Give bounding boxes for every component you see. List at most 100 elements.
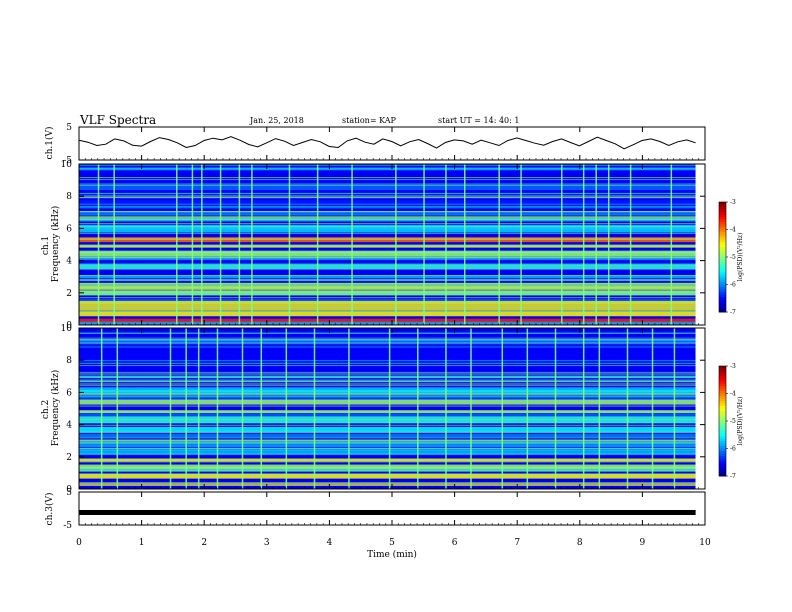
impulse-line [673,328,676,489]
spectral-row [79,219,696,221]
spectral-row [79,197,696,199]
ch2-spec-ylabel: ch.2 Frequency (kHz) [41,370,61,447]
ch1-trace [78,136,696,150]
impulse-line [670,164,673,325]
spectral-row [79,377,696,379]
spectrogram-blank [695,328,705,489]
colorbar-step [719,264,726,268]
frequency-band [79,282,696,290]
spectral-row [79,422,696,424]
spectral-row [79,439,696,441]
y-tick-label: 2 [66,453,72,463]
colorbar-step [719,461,726,464]
y-tick-label: 4 [66,421,72,431]
impulse-line [651,328,654,489]
impulse-line [260,328,263,489]
ch1-spec-ylabel-line2: Frequency (kHz) [50,206,61,283]
colorbar-step [719,373,726,377]
spectral-row [79,412,696,414]
spectral-row [79,380,696,382]
spectral-row [79,275,696,277]
colorbar-step [719,244,726,248]
colorbar-step [719,453,726,457]
spectral-row [79,279,696,281]
x-tick-label: 4 [327,538,333,548]
colorbar-step [719,388,726,392]
colorbar-step [719,383,726,387]
impulse-line [201,164,203,325]
impulse-line [423,164,425,325]
colorbar-step [719,428,726,432]
colorbar-step [719,217,726,220]
impulse-line [216,328,219,489]
colorbar-tick-label: -3 [730,199,736,206]
colorbar-step [719,209,726,213]
spectral-row [79,164,696,166]
frequency-band [79,250,696,258]
x-tick-label: 2 [201,538,207,548]
spectral-row [79,280,696,282]
impulse-line [176,164,178,325]
spectral-row [79,393,696,395]
x-tick-label: 3 [264,538,270,548]
spectral-row [79,257,696,259]
x-tick-label: 8 [577,538,583,548]
frequency-band [79,449,696,455]
colorbar-step [719,234,726,238]
colorbar-step [719,438,726,442]
x-axis-label: Time (min) [367,549,417,560]
spectral-row [79,203,696,205]
colorbar-step [719,431,726,434]
impulse-line [561,164,563,325]
colorbar-step [719,277,726,280]
frequency-band [79,183,696,191]
impulse-line [445,164,447,325]
spectral-row [79,332,696,334]
frequency-band [79,434,696,438]
spectral-row [79,216,696,218]
colorbar-step [719,229,726,233]
colorbar-step [719,294,726,298]
spectral-row [79,284,696,286]
spectral-row [79,379,696,381]
spectral-row [79,441,696,443]
spectral-row [79,292,696,294]
colorbar-step [719,289,726,293]
x-tick-label: 0 [76,538,82,548]
colorbar-step [719,408,726,412]
frequency-band [79,275,696,279]
colorbar-step [719,272,726,275]
spectral-row [79,230,696,232]
spectral-row [79,414,696,416]
colorbar-step [719,466,726,469]
spectral-row [79,484,696,486]
colorbar-step [719,239,726,243]
y-tick-label: 2 [66,289,72,299]
x-tick-label: 10 [699,538,711,548]
spectral-row [79,338,696,340]
spectral-row [79,398,696,400]
impulse-line [351,164,353,325]
y-tick-label: 5 [66,488,72,498]
ch1-spec-ylabel-line1: ch.1 [41,236,51,255]
impulse-line [191,164,194,325]
spectral-row [79,220,696,222]
spectral-row [79,331,696,333]
impulse-line [285,328,288,489]
spectral-row [79,310,696,312]
spectral-row [79,340,696,342]
x-tick-label: 7 [514,538,520,548]
colorbar-step [719,371,726,374]
y-tick-label: 6 [66,388,72,398]
colorbar-step [719,396,726,399]
colorbar-step [719,249,726,253]
spectral-row [79,195,696,197]
frequency-band [79,399,696,405]
spectral-row [79,396,696,398]
colorbar-step [719,297,726,300]
impulse-line [185,328,187,489]
colorbar-step [719,458,726,462]
header-station: station= KAP [342,116,397,125]
colorbar-step [719,441,726,444]
